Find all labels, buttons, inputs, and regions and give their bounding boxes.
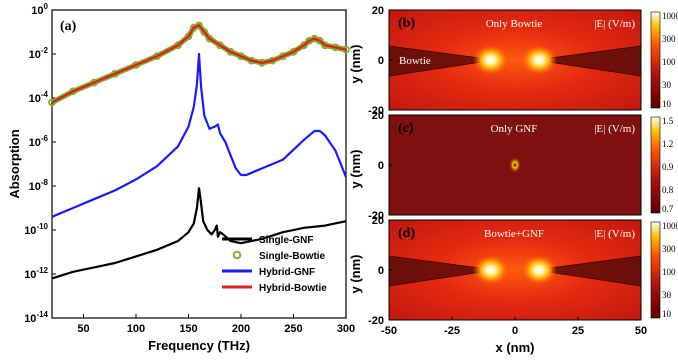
y-tick-label: 10-8 — [29, 178, 49, 193]
x-tick-label: 150 — [179, 323, 197, 335]
colorbar-tick-label: 0.7 — [662, 204, 674, 214]
x-axis-label-map: x (nm) — [496, 340, 535, 355]
colorbar — [650, 116, 661, 214]
x-tick-label: -25 — [444, 325, 460, 337]
field-map-b: 20 0 -20 y (nm) (b) Only Bowtie |E| (V/m) Bowti… — [348, 5, 678, 117]
unit-label: |E| (V/m) — [594, 228, 635, 240]
field-hotspot — [472, 45, 509, 75]
x-tick-label: 0 — [512, 325, 518, 337]
y-tick-label: 10-14 — [24, 310, 48, 325]
panel-label: (b) — [398, 16, 415, 31]
y-tick-label: 0 — [378, 265, 384, 277]
colorbar-tick-label: 30 — [662, 80, 672, 90]
colorbar-tick-label: 300 — [662, 244, 676, 254]
y-tick-label: 20 — [372, 5, 384, 17]
y-tick-label: 10-12 — [24, 266, 48, 281]
panel-title: Only Bowtie — [486, 18, 543, 30]
point-single-bowtie — [174, 41, 182, 50]
colorbar-tick-label: 1000 — [662, 11, 678, 21]
y-axis-label: Absorption — [7, 129, 22, 198]
y-tick-label: 10-10 — [24, 222, 48, 237]
field-hotspot — [521, 45, 558, 75]
series-hybrid-gnf — [51, 52, 348, 218]
panel-label: (d) — [398, 226, 415, 241]
legend-label-hybrid-bowtie: Hybrid-Bowtie — [259, 283, 327, 294]
point-single-bowtie — [184, 32, 193, 41]
legend: Single-GNF Single-Bowtie Hybrid-GNF Hybr… — [222, 235, 327, 294]
map-x-axis: -50 -25 0 25 50 x (nm) — [381, 317, 647, 355]
unit-label: |E| (V/m) — [594, 123, 635, 135]
colorbar-tick-label: 0.8 — [662, 185, 674, 195]
colorbar-tick-label: 0.9 — [662, 162, 674, 172]
panel-title: Bowtie+GNF — [484, 228, 544, 240]
y-tick-label: 10-6 — [29, 134, 49, 149]
point-single-bowtie — [200, 28, 209, 36]
field-hotspot — [472, 255, 509, 285]
field-hotspot — [521, 255, 558, 285]
series-single-gnf — [51, 187, 347, 280]
bowtie-annotation: Bowtie — [399, 55, 431, 67]
y-axis-label-map: y (nm) — [348, 255, 363, 294]
point-single-bowtie — [216, 41, 224, 50]
x-tick-label: 250 — [284, 323, 302, 335]
y-tick-label: 0 — [378, 55, 384, 67]
y-tick-label: 20 — [372, 110, 384, 122]
x-tick-label: 300 — [337, 323, 355, 335]
colorbar-tick-label: 100 — [662, 57, 676, 67]
y-tick-label: -20 — [368, 105, 384, 117]
series-hybrid-bowtie — [51, 24, 347, 104]
panel-label: (c) — [398, 121, 414, 136]
panel-label-a: (a) — [60, 19, 77, 34]
axis-ticks-a: 50 100 150 200 250 300 100 10-2 10-4 10-6 10-8 10-1… — [24, 2, 355, 335]
colorbar-tick-label: 1.5 — [662, 116, 674, 126]
series-layer — [48, 21, 350, 280]
colorbar-tick-label: 100 — [662, 267, 676, 277]
panel-a: 50 100 150 200 250 300 100 10-2 10-4 10-6 10-8 10-1… — [7, 2, 355, 353]
colorbar-tick-label: 1000 — [662, 221, 678, 231]
y-tick-label: 0 — [378, 160, 384, 172]
x-tick-label: 100 — [127, 323, 145, 335]
point-single-bowtie — [300, 41, 308, 50]
field-maps: 20 0 -20 y (nm) (b) Only Bowtie |E| (V/m) Bowti… — [348, 5, 678, 355]
colorbar — [650, 221, 661, 319]
y-tick-label: 10-4 — [29, 90, 49, 105]
field-map-c: 20 0 -20 y (nm) (c) Only GNF |E| (V/m) 1.5 1.2 0.… — [348, 110, 674, 222]
colorbar-tick-label: 10 — [662, 309, 672, 319]
x-tick-label: 50 — [77, 323, 89, 335]
legend-label-single-bowtie: Single-Bowtie — [259, 251, 326, 262]
colorbar — [650, 11, 661, 109]
panel-title: Only GNF — [491, 123, 538, 135]
x-tick-label: -50 — [381, 325, 397, 337]
field-hotspot — [509, 157, 521, 173]
point-single-bowtie — [205, 34, 214, 43]
unit-label: |E| (V/m) — [594, 18, 635, 30]
x-tick-label: 200 — [232, 323, 250, 335]
legend-swatch-single-bowtie — [232, 250, 242, 260]
x-axis-label: Frequency (THz) — [148, 338, 250, 353]
colorbar-tick-label: 30 — [662, 290, 672, 300]
legend-label-single-gnf: Single-GNF — [259, 235, 313, 246]
point-single-bowtie — [48, 98, 56, 107]
colorbar-tick-label: 300 — [662, 34, 676, 44]
field-map-d: 20 0 -20 y (nm) (d) Bowtie+GNF |E| (V/m) 1000 30… — [348, 215, 678, 327]
x-tick-label: 50 — [635, 325, 647, 337]
legend-label-hybrid-gnf: Hybrid-GNF — [259, 267, 315, 278]
y-tick-label: 100 — [31, 2, 48, 17]
x-tick-label: 25 — [572, 325, 584, 337]
y-tick-label: 20 — [372, 215, 384, 227]
y-tick-label: -20 — [368, 315, 384, 327]
colorbar-tick-label: 1.2 — [662, 139, 673, 149]
y-axis-label-map: y (nm) — [348, 45, 363, 84]
colorbar-tick-label: 10 — [662, 99, 672, 109]
y-tick-label: -20 — [368, 210, 384, 222]
y-axis-label-map: y (nm) — [348, 150, 363, 189]
y-tick-label: 10-2 — [29, 46, 49, 61]
